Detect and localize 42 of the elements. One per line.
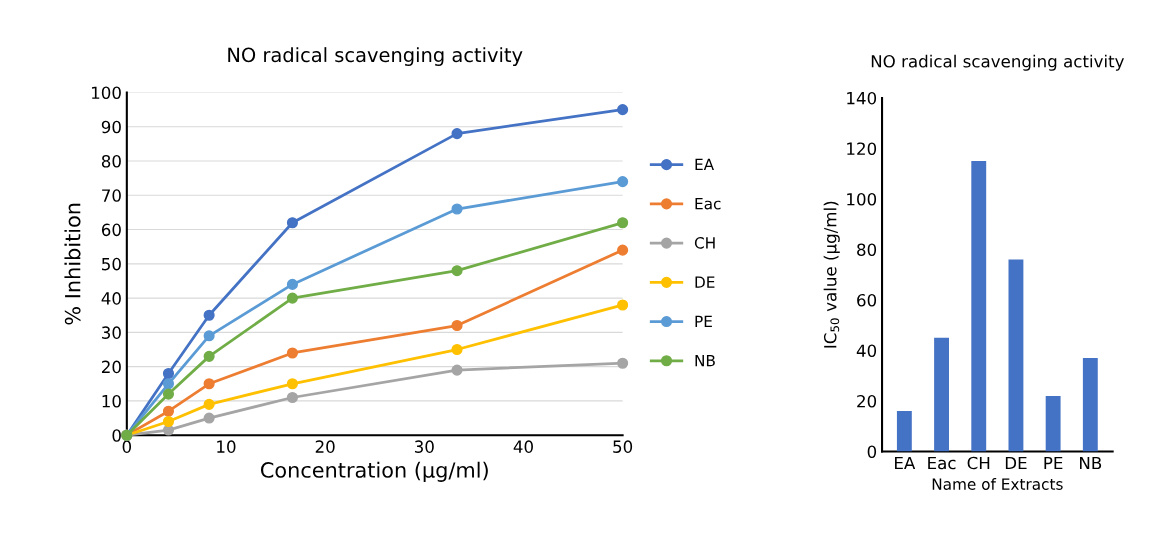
x-tick-label: 20	[315, 440, 335, 453]
y-tick-label: 70	[102, 189, 121, 202]
x-tick-label: NB	[1080, 456, 1102, 470]
x-axis-title: Name of Extracts	[932, 478, 1063, 490]
x-tick-label: 30	[414, 440, 434, 453]
y-tick-label: 120	[847, 142, 877, 155]
legend-label: Eac	[695, 198, 721, 210]
y-axis-title: IC$_{50}$ value (µg/ml)	[823, 201, 840, 348]
legend-label: NB	[695, 354, 715, 367]
legend-label: DE	[695, 276, 715, 288]
y-axis-title: % Inhibition	[64, 203, 81, 325]
y-tick-label: 100	[847, 192, 877, 206]
x-tick-label: EA	[895, 456, 916, 470]
y-tick-label: 40	[101, 292, 121, 305]
y-tick-label: 40	[856, 344, 877, 358]
y-tick-label: 30	[102, 326, 121, 339]
x-tick-label: 0	[122, 440, 132, 453]
legend-label: PE	[695, 315, 712, 327]
y-tick-label: 140	[847, 91, 877, 105]
y-tick-label: 90	[101, 120, 121, 134]
x-tick-label: 50	[613, 440, 633, 453]
x-tick-label: DE	[1005, 456, 1027, 470]
y-tick-label: 50	[102, 257, 121, 271]
x-tick-label: CH	[967, 456, 990, 470]
y-tick-label: 100	[91, 86, 121, 100]
x-tick-label: 40	[513, 440, 533, 453]
y-tick-label: 60	[101, 223, 121, 237]
y-tick-label: 80	[857, 243, 877, 257]
y-tick-label: 0	[112, 429, 121, 442]
x-axis-title: Concentration (µg/ml)	[260, 461, 488, 482]
chart-title: NO radical scavenging activity	[871, 54, 1124, 71]
legend-label: CH	[694, 237, 715, 249]
x-tick-label: Eac	[928, 456, 956, 470]
legend-label: EA	[695, 158, 714, 170]
x-tick-label: 10	[217, 440, 236, 453]
y-tick-label: 20	[857, 394, 877, 408]
y-tick-label: 20	[101, 360, 121, 374]
y-tick-label: 10	[102, 394, 121, 408]
y-tick-label: 80	[101, 154, 121, 168]
x-tick-label: PE	[1044, 456, 1063, 470]
chart-title: NO radical scavenging activity	[228, 47, 523, 66]
y-tick-label: 60	[857, 293, 877, 307]
